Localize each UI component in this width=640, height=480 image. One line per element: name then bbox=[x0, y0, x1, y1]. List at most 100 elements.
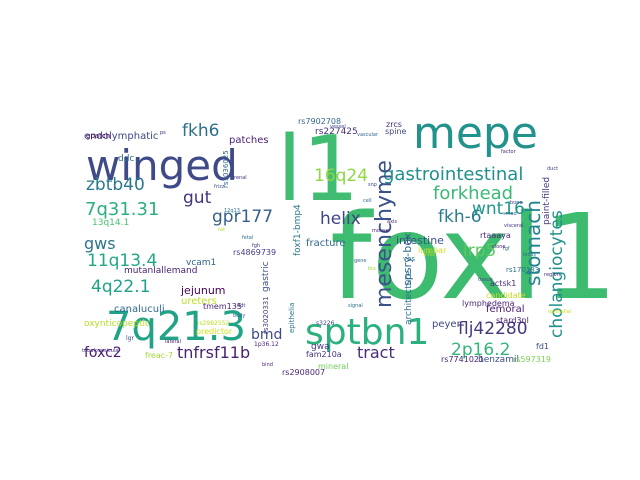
word-rtaaaya: rtaaaya bbox=[480, 231, 511, 240]
word-bone: bone bbox=[510, 200, 522, 206]
word-fetal: fetal bbox=[242, 235, 253, 241]
word-lrp5: lrp5 bbox=[463, 241, 496, 261]
word-ddc: ddc bbox=[118, 154, 134, 164]
word-gws: gws bbox=[84, 234, 116, 253]
word-bmd: bmd bbox=[251, 327, 282, 343]
word-spine: spine bbox=[385, 127, 407, 136]
word-bio: bio bbox=[368, 266, 376, 272]
word-bind: bind bbox=[262, 362, 273, 368]
word-factor: factor bbox=[501, 149, 517, 155]
word-gut: gut bbox=[183, 188, 212, 208]
word-visceral: visceral bbox=[504, 223, 523, 229]
word-helix: helix bbox=[320, 209, 361, 229]
word-rs227425: rs227425 bbox=[315, 127, 358, 137]
word-fkh-6: fkh-6 bbox=[438, 207, 482, 227]
word-fd1: fd1 bbox=[536, 342, 549, 351]
word-rs597319: rs597319 bbox=[513, 355, 551, 364]
word-jejunum: jejunum bbox=[180, 284, 226, 297]
word-actsk1: actsk1 bbox=[490, 279, 516, 288]
word-epithelial: epithelial bbox=[548, 309, 571, 315]
word-mepe: mepe bbox=[413, 108, 538, 159]
word-1p36-12: 1p36.12 bbox=[254, 341, 279, 348]
word-gpr177: gpr177 bbox=[212, 207, 273, 227]
word-architecture: architecture bbox=[404, 270, 414, 325]
word-4q22-1: 4q22.1 bbox=[91, 277, 150, 297]
word-tnfrsf11b: tnfrsf11b bbox=[177, 343, 250, 362]
word-villi: villi bbox=[423, 250, 435, 258]
word-ureters: ureters bbox=[181, 296, 217, 307]
word-2p16-2: 2p16.2 bbox=[451, 340, 510, 360]
word-tmem135: tmem135 bbox=[203, 302, 242, 311]
word-mesenchyme: mesenchyme bbox=[372, 160, 397, 308]
word-benzamil: benzamil bbox=[478, 355, 519, 365]
word-canaluculi: canaluculi bbox=[114, 304, 165, 315]
word-rs170183: rs170183 bbox=[506, 266, 539, 274]
word-peyer: peyer bbox=[432, 319, 462, 330]
word-rs7902708: rs7902708 bbox=[298, 117, 341, 126]
word-11q13-4: 11q13.4 bbox=[87, 251, 157, 271]
word-ps: ps bbox=[160, 130, 166, 136]
word-foxl1: foxl1 bbox=[330, 188, 618, 326]
word-axis: axis bbox=[387, 219, 397, 225]
word-oxynticopeptic: oxynticopeptic bbox=[84, 319, 150, 329]
word-femoral: femoral bbox=[486, 304, 525, 315]
word-l1: l1 bbox=[277, 117, 359, 222]
word-intestine: intestine bbox=[396, 234, 444, 247]
word-gene: gene bbox=[354, 258, 367, 264]
word-cloud-words: foxl1 mepe winged l1 7q21.3 sptbn1 fkh6 zbtb40 7… bbox=[82, 108, 618, 377]
word-lymphedema: lymphedema bbox=[462, 299, 515, 308]
word-7q21-3: 7q21.3 bbox=[106, 304, 246, 350]
word-endolymphatic: endolymphatic bbox=[84, 131, 158, 142]
word-flj42280: flj42280 bbox=[458, 319, 528, 339]
word-rs2982552: rs2982552 bbox=[197, 320, 229, 327]
word-12q13: 12q13 bbox=[224, 208, 240, 214]
word-mutanlallemand: mutanlallemand bbox=[124, 266, 197, 276]
word-fracture: fracture bbox=[306, 238, 346, 249]
word-candidate: candidate bbox=[486, 291, 526, 300]
word-lgr: lgr bbox=[126, 335, 134, 342]
word-rs3020331: rs3020331 bbox=[262, 296, 270, 334]
word-tubulovesicular: tubulovesicular bbox=[82, 348, 121, 354]
word-rs4869739: rs4869739 bbox=[233, 248, 276, 257]
word-gwa: gwa bbox=[311, 342, 330, 352]
word-renal: renal bbox=[234, 175, 247, 181]
word-zrcs: zrcs bbox=[386, 120, 402, 129]
word-rs1036025: rs1036025 bbox=[222, 150, 230, 188]
word-lateral: lateral bbox=[165, 339, 181, 345]
word-rat: rat bbox=[218, 227, 225, 233]
word-ddt: ddt bbox=[237, 303, 245, 309]
word-clone: clone bbox=[492, 244, 505, 250]
word-zbtb40: zbtb40 bbox=[86, 175, 145, 195]
word-signal: signal bbox=[348, 303, 363, 309]
word-snp: snp bbox=[368, 182, 377, 188]
word-rs2908007: rs2908007 bbox=[282, 368, 325, 377]
word-rs7741021: rs7741021 bbox=[441, 355, 484, 364]
word-7q31-31: 7q31.31 bbox=[85, 199, 159, 220]
word-wnt16: wnt16 bbox=[472, 199, 525, 219]
word-foxf1-bmp4: foxf1-bmp4 bbox=[293, 204, 303, 256]
word-smad: smad bbox=[503, 211, 517, 217]
word-stard3nl: stard3nl bbox=[496, 316, 529, 325]
word-foxc2: foxc2 bbox=[84, 345, 122, 361]
word-patches: patches bbox=[229, 135, 269, 146]
word-sptbn1: sptbn1 bbox=[305, 312, 429, 353]
word-gpatch: gpatch bbox=[86, 132, 110, 140]
word-fgf: fgf bbox=[503, 246, 510, 252]
word-locus: locus bbox=[523, 252, 536, 258]
word-tissue: tissue bbox=[478, 277, 493, 283]
word-winged: winged bbox=[86, 141, 238, 190]
word-gastrointestinal: gastrointestinal bbox=[383, 164, 523, 185]
word-spsry-box: spsry-box bbox=[401, 232, 414, 286]
word-vascular: vascular bbox=[357, 132, 379, 138]
word-predictor: predictor bbox=[196, 327, 233, 336]
word-paint-filled: paint-filled bbox=[542, 177, 552, 225]
word-vos: vos bbox=[403, 255, 415, 263]
word-gastric: gastric bbox=[261, 261, 271, 292]
word-cholangiocytes: cholangiocytes bbox=[547, 210, 567, 338]
cloud-background bbox=[82, 114, 558, 364]
word-mineral: mineral bbox=[318, 362, 348, 371]
word-fgh: fgh bbox=[252, 243, 260, 249]
word-fam210a: fam210a bbox=[306, 350, 342, 359]
word-epithelia: epithelia bbox=[288, 303, 296, 333]
